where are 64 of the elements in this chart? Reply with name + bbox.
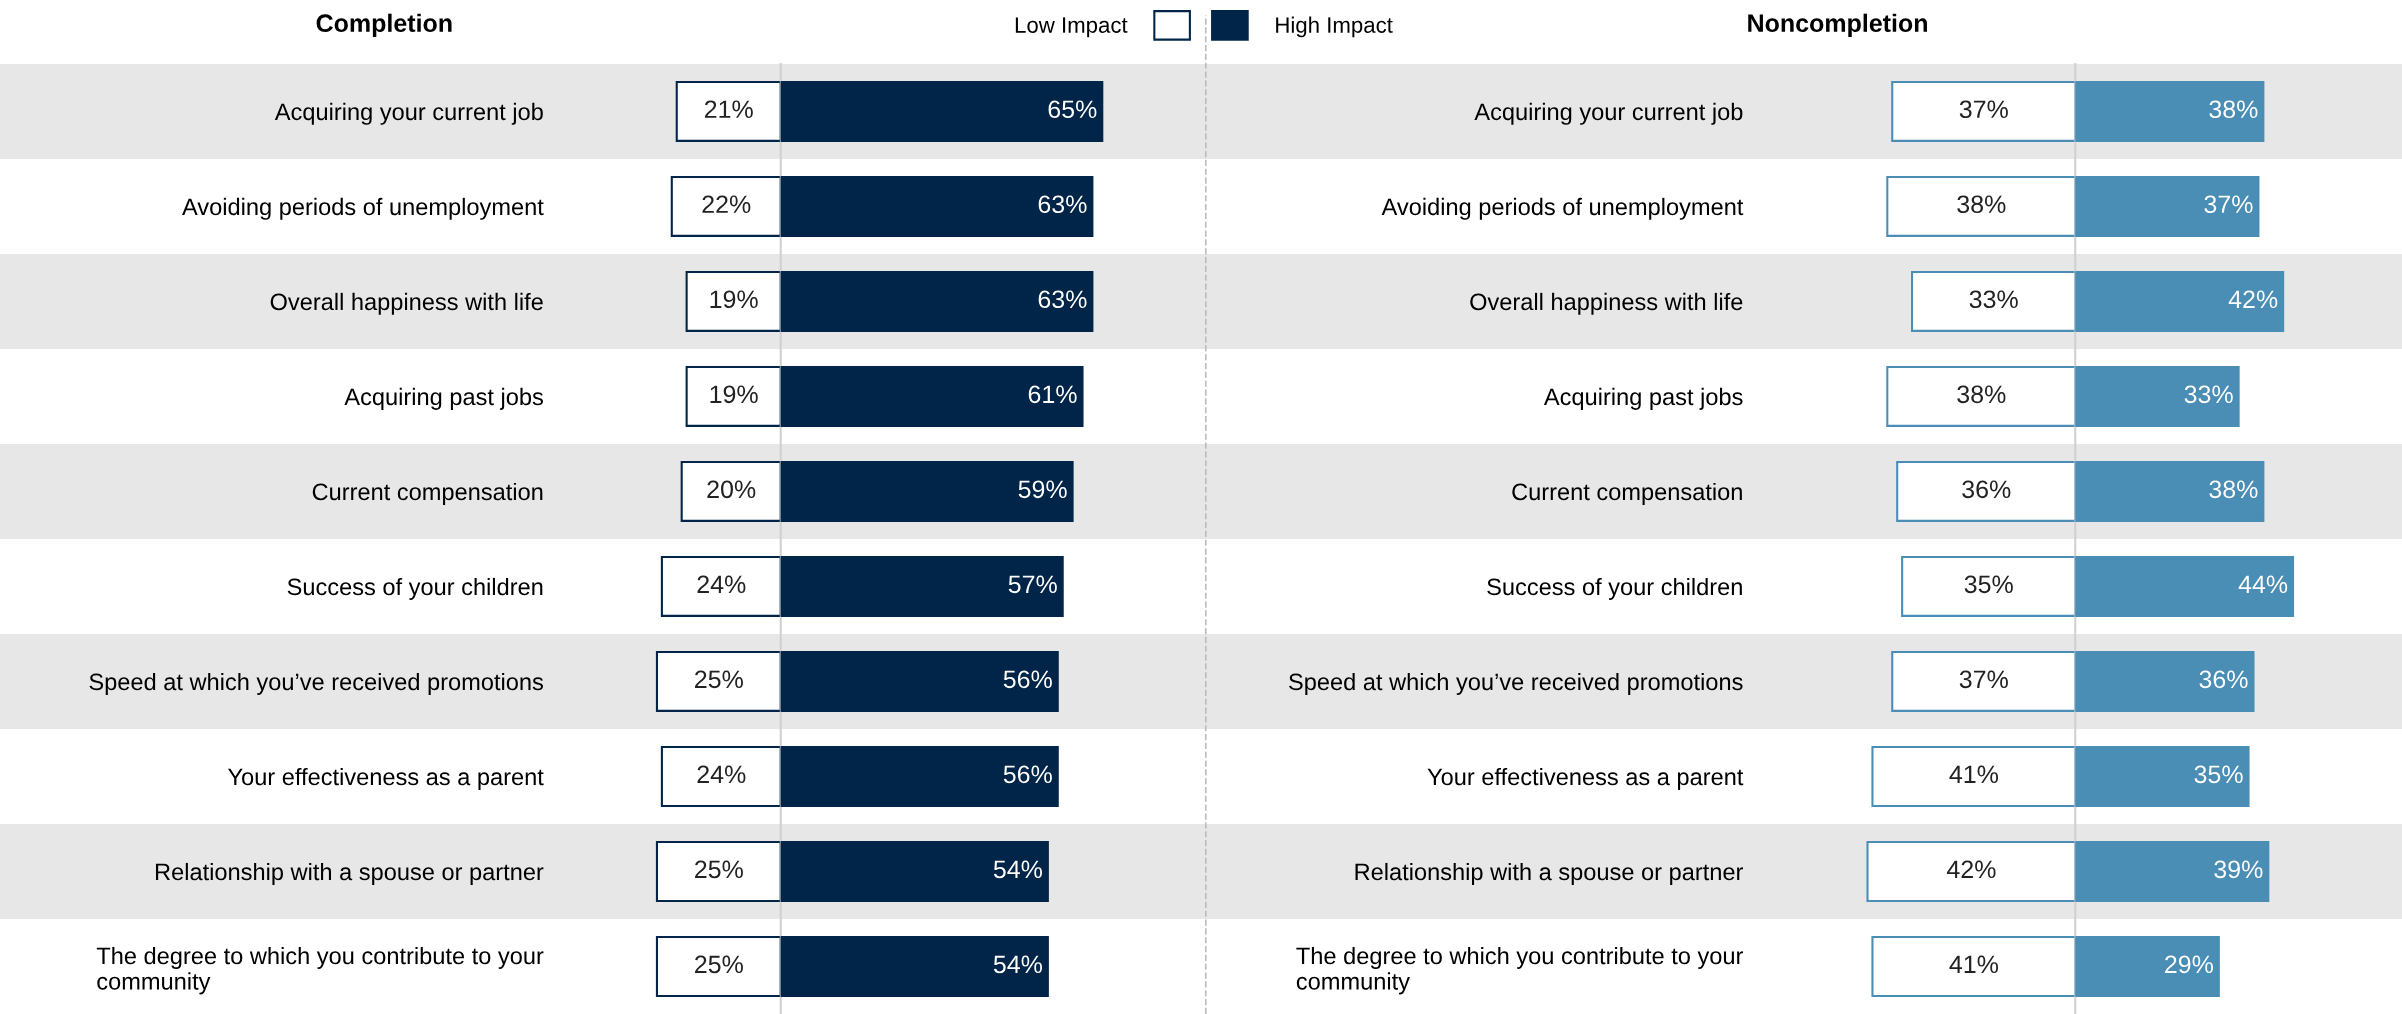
data-label: 19% (710, 385, 758, 404)
y-tick-label: Relationship with a spouse or partner (1355, 862, 1744, 885)
data-label: 22% (702, 195, 751, 214)
data-label: 25% (695, 670, 743, 689)
data-label: 25% (695, 860, 743, 879)
y-tick-label: Relationship with a spouse or partner (155, 862, 544, 885)
y-tick-label: Acquiring past jobs (1543, 387, 1743, 410)
data-label: 33% (1969, 290, 2018, 309)
data-label: 54% (993, 955, 1043, 974)
y-tick-label: Speed at which you’ve received promotions (1289, 672, 1743, 695)
data-label: 39% (2214, 860, 2263, 879)
data-label: 44% (2238, 575, 2288, 594)
y-tick-label: Acquiring your current job (274, 102, 543, 125)
y-tick-label: Current compensation (1512, 482, 1742, 505)
data-label: 36% (2199, 670, 2248, 689)
data-label: 61% (1028, 385, 1077, 404)
y-tick-label: Your effectiveness as a parent (1427, 767, 1744, 790)
data-label: 33% (2184, 385, 2233, 404)
text: High Impact (1276, 16, 1393, 38)
y-tick-label: Overall happiness with life (270, 292, 543, 315)
data-label: 24% (697, 765, 746, 784)
y-tick-label: The degree to which you contribute to your community (1296, 946, 1744, 995)
data-label: 19% (710, 290, 758, 309)
data-label: 54% (993, 860, 1043, 879)
data-label: 35% (2194, 765, 2243, 784)
data-label: 24% (697, 575, 746, 594)
y-tick-label: The degree to which you contribute to your community (96, 946, 544, 995)
data-label: 21% (704, 100, 753, 118)
data-label: 38% (2209, 480, 2258, 499)
data-label: 41% (1949, 955, 1999, 974)
y-tick-label: Current compensation (312, 482, 543, 505)
y-tick-label: Avoiding periods of unemployment (1381, 197, 1744, 220)
data-label: 37% (2204, 195, 2253, 214)
data-label: 41% (1949, 765, 1999, 784)
data-label: 42% (1946, 860, 1996, 879)
data-label: 38% (1957, 195, 2006, 214)
data-label: 59% (1018, 480, 1067, 499)
y-tick-label: Acquiring your current job (1474, 102, 1743, 125)
data-label: 38% (1957, 385, 2006, 404)
text: Completion (316, 13, 452, 37)
data-label: 56% (1003, 765, 1052, 784)
y-tick-label: Speed at which you’ve received promotions (89, 672, 543, 695)
data-label: 37% (1959, 100, 2008, 119)
data-label: 65% (1048, 100, 1097, 119)
data-label: 37% (1959, 670, 2008, 689)
data-label: 63% (1038, 290, 1087, 309)
legend-label: Low Impact (1015, 17, 1128, 38)
data-label: 42% (2228, 290, 2278, 309)
data-label: 63% (1038, 195, 1087, 214)
data-label: 36% (1962, 480, 2011, 499)
y-tick-label: Acquiring past jobs (344, 387, 543, 410)
y-tick-label: Avoiding periods of unemployment (182, 197, 544, 220)
data-label: 57% (1008, 575, 1057, 594)
y-tick-label: Success of your children (1487, 577, 1742, 600)
y-tick-label: Success of your children (287, 577, 543, 600)
y-tick-label: Your effectiveness as a parent (227, 767, 544, 790)
data-label: 56% (1003, 670, 1052, 689)
data-label: 35% (1964, 575, 2013, 594)
data-label: 25% (695, 955, 743, 974)
data-label: 38% (2209, 100, 2258, 119)
data-label: 29% (2165, 955, 2213, 974)
data-label: 20% (707, 480, 756, 499)
chart-title: Noncompletion (1748, 13, 1927, 37)
y-tick-label: Overall happiness with life (1470, 292, 1743, 315)
